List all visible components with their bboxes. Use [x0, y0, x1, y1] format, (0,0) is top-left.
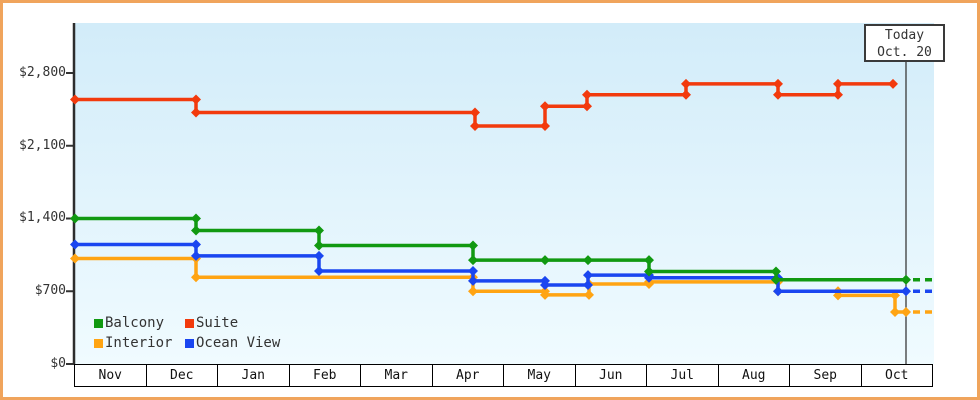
series-point-balcony: [468, 255, 478, 266]
series-point-ocean-view: [583, 270, 593, 281]
month-cell-nov: Nov: [75, 365, 147, 386]
series-point-suite: [191, 107, 201, 118]
y-axis-label: $700: [34, 283, 66, 298]
plot-background: [75, 23, 934, 364]
y-axis-label: $2,100: [19, 138, 66, 153]
today-marker-label: Today Oct. 20: [864, 24, 945, 62]
month-cell-dec: Dec: [147, 365, 218, 386]
suite-swatch-icon: [185, 318, 194, 328]
series-point-suite: [681, 89, 691, 100]
series-point-balcony: [314, 240, 324, 251]
x-axis-month-band: Nov Dec Jan Feb Mar Apr May Jun Jul Aug …: [74, 364, 933, 387]
series-point-suite: [833, 89, 843, 100]
month-cell-jul: Jul: [647, 365, 719, 386]
month-cell-feb: Feb: [290, 365, 361, 386]
series-point-suite: [888, 78, 898, 89]
balcony-swatch-icon: [94, 318, 103, 328]
chart-canvas: [66, 23, 936, 365]
y-axis-label: $2,800: [19, 65, 66, 80]
series-point-interior: [191, 272, 201, 283]
series-point-ocean-view: [191, 250, 201, 261]
series-point-ocean-view: [644, 272, 654, 283]
series-point-suite: [582, 89, 592, 100]
series-point-suite: [470, 121, 480, 131]
legend-label: Ocean View: [196, 335, 281, 351]
series-point-balcony: [644, 266, 654, 277]
series-point-interior: [584, 289, 594, 300]
series-point-balcony: [644, 255, 654, 266]
month-cell-oct: Oct: [885, 368, 909, 383]
series-point-suite: [773, 89, 783, 100]
legend-label: Interior: [105, 335, 173, 351]
series-point-ocean-view: [773, 286, 783, 297]
series-point-interior: [70, 253, 80, 264]
series-point-ocean-view: [314, 250, 324, 261]
series-point-balcony: [191, 225, 201, 236]
series-point-ocean-view: [468, 266, 478, 276]
series-point-suite: [540, 101, 550, 112]
legend-item-suite: Suite: [185, 313, 280, 333]
series-line-suite: [75, 82, 893, 128]
series-point-interior: [540, 289, 550, 300]
y-axis-label: $1,400: [19, 210, 66, 225]
interior-swatch-icon: [94, 338, 103, 348]
series-line-interior: [75, 256, 906, 314]
series-line-balcony: [75, 216, 906, 282]
series-point-balcony: [70, 213, 80, 224]
series-point-suite: [773, 78, 783, 89]
month-cell-mar: Mar: [361, 365, 433, 386]
series-point-interior: [890, 307, 900, 317]
series-point-balcony: [191, 213, 201, 224]
series-point-suite: [470, 107, 480, 118]
series-point-balcony: [468, 240, 478, 251]
month-cell-apr: Apr: [433, 365, 504, 386]
legend: Balcony Suite Interior Ocean View: [94, 313, 280, 353]
month-cell-may: May: [504, 365, 576, 386]
series-point-ocean-view: [901, 286, 911, 297]
month-cell-jun: Jun: [576, 365, 647, 386]
series-point-suite: [681, 78, 691, 89]
month-cell-aug: Aug: [719, 365, 790, 386]
legend-item-interior: Interior: [94, 333, 185, 353]
series-point-ocean-view: [191, 239, 201, 250]
series-point-balcony: [901, 274, 911, 285]
series-point-balcony: [540, 255, 550, 266]
legend-label: Suite: [196, 315, 239, 331]
series-point-balcony: [314, 225, 324, 236]
series-point-suite: [833, 78, 843, 89]
legend-item-balcony: Balcony: [94, 313, 185, 333]
series-point-ocean-view: [70, 239, 80, 250]
series-point-balcony: [771, 266, 781, 277]
series-point-interior: [468, 286, 478, 297]
month-cell-jan: Jan: [218, 365, 290, 386]
series-point-balcony: [583, 255, 593, 266]
series-point-ocean-view: [540, 280, 550, 290]
series-point-suite: [540, 121, 550, 131]
y-axis-label: $0: [50, 356, 66, 371]
month-cell-sep: Sep: [790, 365, 862, 386]
today-label-line2: Oct. 20: [877, 45, 932, 60]
legend-item-ocean-view: Ocean View: [185, 333, 280, 353]
legend-label: Balcony: [105, 315, 165, 331]
today-label-line1: Today: [884, 28, 925, 43]
series-point-suite: [582, 101, 592, 112]
ocean-view-swatch-icon: [185, 338, 194, 348]
series-point-ocean-view: [314, 266, 324, 276]
series-point-suite: [70, 94, 80, 105]
series-point-ocean-view: [583, 280, 593, 290]
series-point-interior: [901, 307, 911, 317]
series-point-balcony: [771, 274, 781, 285]
series-point-ocean-view: [468, 275, 478, 286]
series-point-suite: [191, 94, 201, 105]
